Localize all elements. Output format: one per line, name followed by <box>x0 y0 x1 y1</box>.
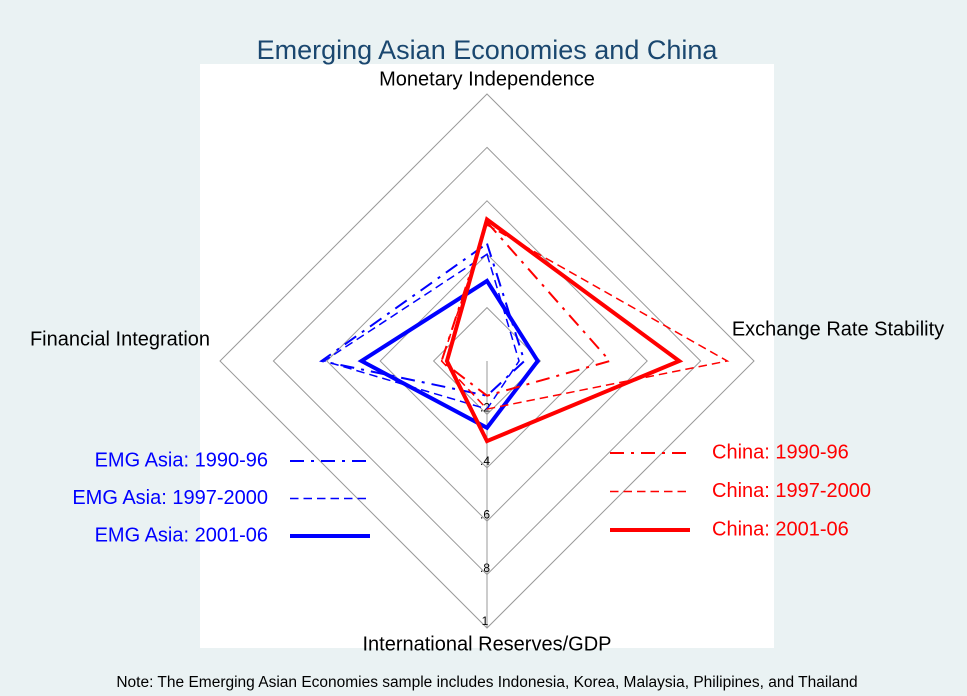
note: Note: The Emerging Asian Economies sampl… <box>116 674 857 691</box>
axis-label: Exchange Rate Stability <box>732 318 944 340</box>
series-polygon <box>444 216 684 444</box>
legend-label: China: 1990-96 <box>712 441 849 463</box>
axis-label: Financial Integration <box>30 328 210 350</box>
r-tick-label: .6 <box>480 507 490 521</box>
r-tick-label: .8 <box>480 561 490 575</box>
legend-label: EMG Asia: 1990-96 <box>95 449 268 471</box>
r-tick-label: .2 <box>480 401 490 415</box>
r-tick-label: 1 <box>482 614 489 628</box>
axis-label: Monetary Independence <box>379 68 595 90</box>
series-polygon <box>440 220 612 397</box>
chart-title: Emerging Asian Economies and China <box>257 35 719 65</box>
series-polygon <box>440 223 730 410</box>
r-tick-label: .4 <box>480 454 490 468</box>
series-polygon <box>319 241 526 397</box>
legend-label: China: 2001-06 <box>712 518 849 540</box>
legend-label: EMG Asia: 2001-06 <box>95 524 268 546</box>
legend-label: China: 1997-2000 <box>712 480 871 502</box>
axis-label: International Reserves/GDP <box>362 633 611 655</box>
series-polygon <box>357 278 541 431</box>
legend-label: EMG Asia: 1997-2000 <box>72 487 268 509</box>
